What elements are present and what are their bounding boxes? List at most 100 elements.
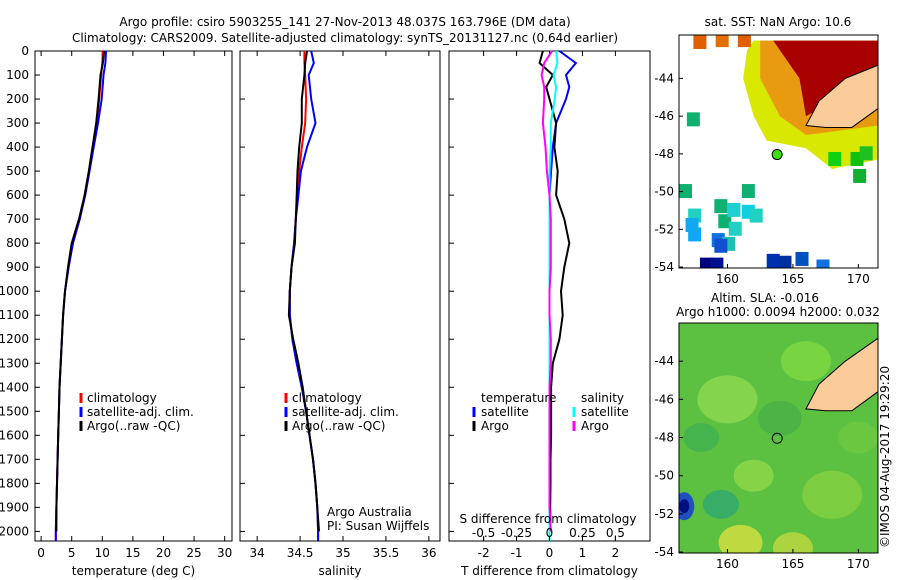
legend-label: Argo bbox=[481, 419, 509, 433]
sla-map-field bbox=[679, 323, 878, 553]
difference-xtick-label: 2 bbox=[612, 546, 620, 560]
sla-anomaly-patch bbox=[838, 421, 878, 454]
lat-tick-label: -46 bbox=[654, 109, 674, 123]
depth-ytick-label: 500 bbox=[6, 164, 29, 178]
lat-tick-label: -50 bbox=[654, 469, 674, 483]
sst-cell bbox=[737, 35, 751, 48]
sst-cell bbox=[728, 221, 742, 236]
sst-cell bbox=[686, 112, 700, 127]
temperature-xtick-label: 25 bbox=[186, 546, 201, 560]
depth-ytick-label: 100 bbox=[6, 68, 29, 82]
temperature-xtick-label: 30 bbox=[217, 546, 232, 560]
depth-ytick-label: 600 bbox=[6, 188, 29, 202]
temperature-xtick-label: 5 bbox=[68, 546, 76, 560]
sla-anomaly-patch bbox=[697, 375, 758, 424]
sst-cell bbox=[766, 253, 780, 268]
lat-tick-label: -50 bbox=[654, 185, 674, 199]
depth-ytick-label: 1700 bbox=[0, 452, 29, 466]
sst-cell bbox=[749, 208, 763, 223]
sst-map-frame bbox=[678, 34, 879, 269]
sla-map-title-line1: Altim. SLA: -0.016 bbox=[711, 291, 819, 305]
legend-temperature-title: temperature bbox=[481, 391, 556, 405]
depth-ytick-label: 0 bbox=[21, 44, 29, 58]
depth-ytick-label: 2000 bbox=[0, 524, 29, 538]
sla-anomaly-patch bbox=[683, 423, 720, 452]
sla-anomaly-patch bbox=[718, 524, 763, 553]
sla-anomaly-patch bbox=[802, 470, 863, 519]
temperature-xtick-label: 20 bbox=[156, 546, 171, 560]
depth-ytick-label: 1400 bbox=[0, 380, 29, 394]
argo-position-marker bbox=[771, 432, 783, 444]
lat-tick-label: -52 bbox=[654, 507, 674, 521]
temperature-series-argo-raw-qc- bbox=[55, 50, 106, 532]
depth-ytick-label: 200 bbox=[6, 92, 29, 106]
difference-xtick-label: 1 bbox=[579, 546, 587, 560]
s-diff-xlabel: S difference from climatology bbox=[460, 512, 637, 526]
sla-anomaly-patch bbox=[772, 532, 813, 553]
argo-credit-annotation: Argo Australia bbox=[327, 505, 412, 519]
salinity-xlabel: salinity bbox=[318, 564, 361, 578]
sla-map: 160 165 170 -44 -46 -48 -50 -52 -54 bbox=[654, 322, 879, 571]
legend-label: Argo bbox=[581, 419, 609, 433]
lat-tick-label: -44 bbox=[654, 71, 674, 85]
s-diff-xtick-label: 0 bbox=[546, 526, 554, 540]
depth-ytick-label: 1900 bbox=[0, 500, 29, 514]
sla-anomaly-patch bbox=[733, 459, 774, 492]
legend-label: Argo(..raw -QC) bbox=[292, 419, 385, 433]
sst-cell bbox=[727, 202, 741, 217]
lat-tick-label: -52 bbox=[654, 222, 674, 236]
depth-ytick-label: 400 bbox=[6, 140, 29, 154]
lon-tick-label: 160 bbox=[716, 557, 739, 571]
sla-anomaly-patch bbox=[780, 341, 831, 382]
salinity-series-argo-raw-qc- bbox=[287, 50, 320, 532]
depth-ytick-label: 300 bbox=[6, 116, 29, 130]
s-diff-xtick-label: -0.25 bbox=[501, 526, 532, 540]
difference-series-temperature-argo bbox=[538, 50, 571, 532]
sst-cell bbox=[741, 184, 755, 199]
lat-tick-label: -54 bbox=[654, 260, 674, 274]
sla-low-core bbox=[679, 499, 690, 514]
lon-tick-label: 165 bbox=[781, 557, 804, 571]
temperature-axes-box bbox=[34, 50, 233, 542]
lat-tick-label: -48 bbox=[654, 431, 674, 445]
lat-tick-label: -46 bbox=[654, 392, 674, 406]
depth-ytick-label: 1000 bbox=[0, 284, 29, 298]
legend-label: satellite bbox=[581, 405, 629, 419]
sst-cell bbox=[714, 199, 728, 214]
sst-cell bbox=[859, 146, 873, 161]
depth-ytick-label: 1100 bbox=[0, 308, 29, 322]
temperature-xtick-label: 10 bbox=[95, 546, 110, 560]
depth-ytick-label: 1500 bbox=[0, 404, 29, 418]
land-south-island bbox=[805, 337, 878, 412]
salinity-xtick-label: 36 bbox=[421, 546, 436, 560]
difference-xtick-label: -2 bbox=[478, 546, 490, 560]
figure-title-line2: Climatology: CARS2009. Satellite-adjuste… bbox=[72, 31, 618, 45]
sst-cell bbox=[853, 168, 867, 183]
temperature-xtick-label: 0 bbox=[37, 546, 45, 560]
depth-ytick-label: 1600 bbox=[0, 428, 29, 442]
sst-cell bbox=[699, 257, 713, 268]
depth-ytick-label: 1200 bbox=[0, 332, 29, 346]
sla-map-title-line2: Argo h1000: 0.0094 h2000: 0.032 bbox=[676, 305, 880, 319]
imos-credit: ©IMOS 04-Aug-2017 19:29:20 bbox=[878, 366, 892, 548]
salinity-axes-box bbox=[239, 50, 441, 542]
salinity-xtick-label: 34.5 bbox=[287, 546, 314, 560]
sst-cell bbox=[778, 255, 792, 268]
lat-tick-label: -48 bbox=[654, 147, 674, 161]
lon-tick-label: 170 bbox=[847, 557, 870, 571]
land-south-island bbox=[805, 64, 878, 128]
sst-cell bbox=[828, 151, 842, 166]
lat-tick-label: -54 bbox=[654, 545, 674, 559]
argo-position-marker bbox=[771, 149, 783, 161]
difference-xtick-label: -1 bbox=[511, 546, 523, 560]
depth-ytick-label: 1300 bbox=[0, 356, 29, 370]
sst-cell bbox=[715, 35, 729, 48]
sst-map-title: sat. SST: NaN Argo: 10.6 bbox=[705, 15, 852, 29]
legend-label: satellite-adj. clim. bbox=[292, 405, 399, 419]
temperature-xtick-label: 15 bbox=[125, 546, 140, 560]
s-diff-xtick-label: 0.5 bbox=[606, 526, 625, 540]
sst-cell bbox=[688, 227, 702, 242]
lat-tick-label: -44 bbox=[654, 354, 674, 368]
